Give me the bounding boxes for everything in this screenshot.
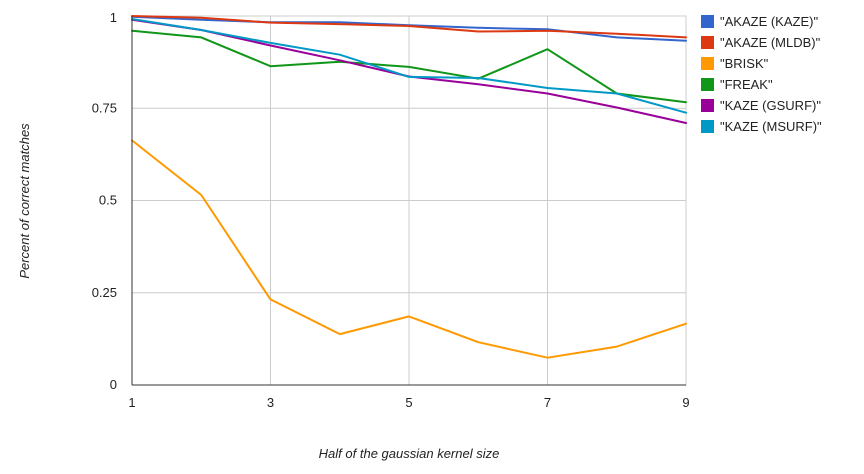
legend-item-brisk[interactable]: "BRISK" [701,56,769,71]
x-tick-label: 9 [682,395,689,410]
legend-swatch [701,78,714,91]
series-line-kaze-msurf [131,18,687,114]
y-tick-label: 1 [110,10,117,25]
legend-item-akaze-mldb[interactable]: "AKAZE (MLDB)" [701,35,821,50]
legend-item-kaze-msurf[interactable]: "KAZE (MSURF)" [701,119,822,134]
legend-swatch [701,99,714,112]
legend: "AKAZE (KAZE)" "AKAZE (MLDB)" "BRISK" "FREA… [701,14,822,134]
series-lines [131,15,687,359]
series-line-akaze-mldb [131,15,687,39]
y-tick-label: 0.75 [92,100,117,115]
axes: 0 0.25 0.5 0.75 1 1 3 5 7 9 [92,10,690,410]
legend-label: "FREAK" [720,77,773,92]
x-tick-label: 3 [267,395,274,410]
series-line-brisk [131,139,687,359]
y-tick-label: 0 [110,377,117,392]
gridlines [131,15,687,386]
legend-swatch [701,120,714,133]
legend-swatch [701,36,714,49]
series-line-freak [131,29,687,104]
x-tick-label: 1 [128,395,135,410]
legend-label: "KAZE (GSURF)" [720,98,821,113]
legend-label: "BRISK" [720,56,769,71]
legend-label: "AKAZE (MLDB)" [720,35,821,50]
y-axis-title: Percent of correct matches [17,123,32,279]
legend-item-kaze-gsurf[interactable]: "KAZE (GSURF)" [701,98,821,113]
legend-item-akaze-kaze[interactable]: "AKAZE (KAZE)" [701,14,818,29]
legend-swatch [701,57,714,70]
y-tick-label: 0.25 [92,285,117,300]
x-tick-label: 5 [405,395,412,410]
y-tick-label: 0.5 [99,193,117,208]
legend-label: "AKAZE (KAZE)" [720,14,818,29]
x-axis-title: Half of the gaussian kernel size [319,446,500,461]
legend-swatch [701,15,714,28]
x-tick-label: 7 [544,395,551,410]
legend-item-freak[interactable]: "FREAK" [701,77,773,92]
legend-label: "KAZE (MSURF)" [720,119,822,134]
